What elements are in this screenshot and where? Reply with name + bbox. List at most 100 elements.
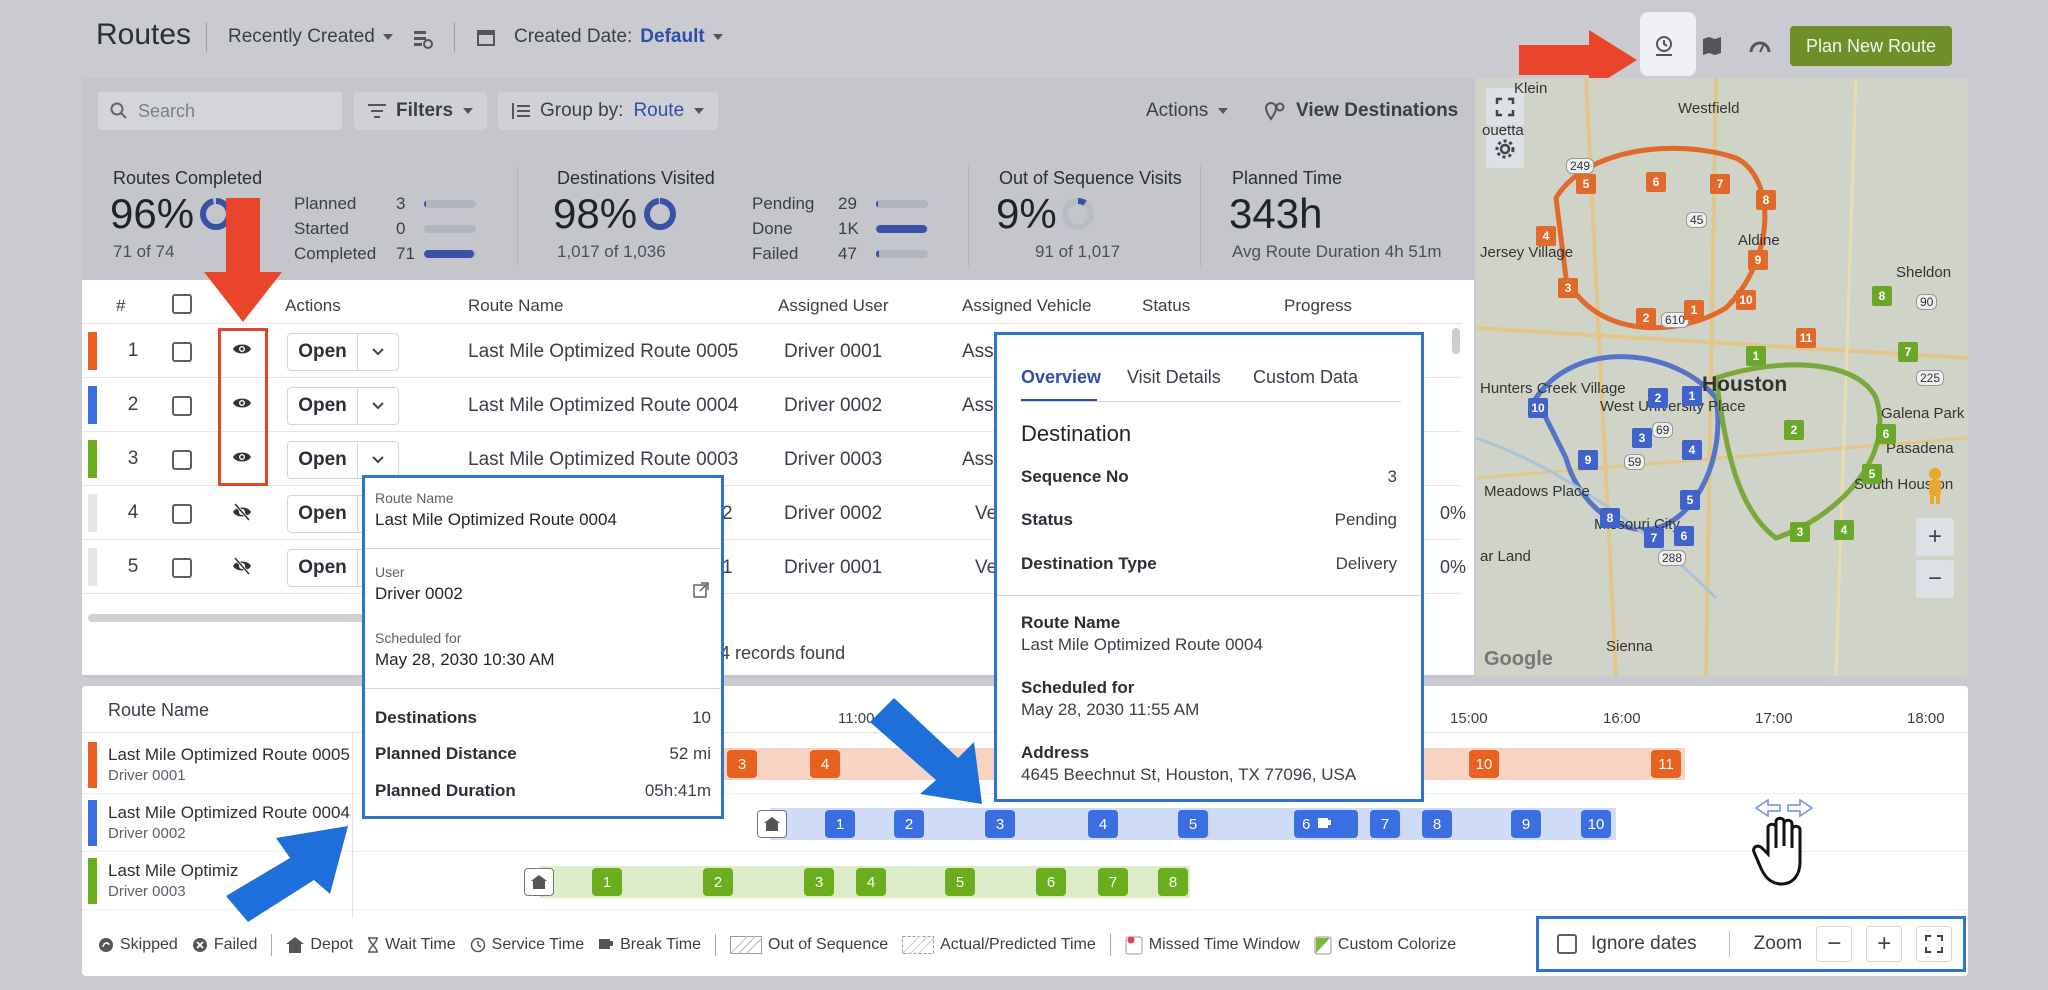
map-stop-pin[interactable]: 4 — [1536, 226, 1556, 246]
row-checkbox[interactable] — [172, 558, 192, 578]
eye-off-icon[interactable] — [232, 557, 252, 575]
map-stop-pin[interactable]: 4 — [1834, 520, 1854, 540]
map-stop-pin[interactable]: 5 — [1680, 490, 1700, 510]
row-checkbox[interactable] — [172, 450, 192, 470]
open-button[interactable]: Open — [288, 388, 358, 424]
map-stop-pin[interactable]: 7 — [1644, 528, 1664, 548]
sort-dropdown[interactable]: Recently Created — [228, 26, 393, 48]
date-filter-dropdown[interactable]: Created Date: Default — [476, 26, 723, 48]
stop-marker[interactable]: 5 — [945, 868, 975, 896]
open-menu-chevron[interactable] — [358, 442, 398, 478]
open-button[interactable]: Open — [288, 550, 358, 586]
stop-marker[interactable]: 1 — [825, 810, 855, 838]
map-stop-pin[interactable]: 2 — [1784, 420, 1804, 440]
map-stop-pin[interactable]: 7 — [1898, 342, 1918, 362]
eye-off-icon[interactable] — [232, 503, 252, 521]
table-horizontal-scrollbar[interactable] — [88, 614, 368, 622]
eye-icon[interactable] — [232, 449, 252, 465]
map-stop-pin[interactable]: 3 — [1558, 278, 1578, 298]
stop-marker[interactable]: 4 — [856, 868, 886, 896]
ignore-dates-checkbox[interactable] — [1557, 934, 1577, 954]
timeline-row[interactable]: Last Mile Optimiz Driver 0003 — [82, 852, 1968, 910]
map-stop-pin[interactable]: 9 — [1748, 250, 1768, 270]
zoom-in-button[interactable]: + — [1866, 926, 1903, 962]
map-stop-pin[interactable]: 1 — [1746, 346, 1766, 366]
route-name-cell[interactable]: Last Mile Optimized Route 0004 — [468, 395, 739, 416]
stop-marker[interactable]: 6 — [1036, 868, 1066, 896]
depot-marker[interactable] — [757, 810, 787, 838]
map-zoom-out-button[interactable]: − — [1916, 560, 1954, 598]
table-scrollbar[interactable] — [1452, 328, 1460, 354]
group-by-dropdown[interactable]: Group by: Route — [498, 92, 719, 130]
timeline-view-button[interactable] — [1646, 28, 1682, 64]
map-stop-pin[interactable]: 8 — [1872, 286, 1892, 306]
stop-marker[interactable]: 9 — [1511, 810, 1541, 838]
map-stop-pin[interactable]: 6 — [1646, 172, 1666, 192]
route-name-cell[interactable]: Last Mile Optimized Route 0003 — [468, 449, 739, 470]
route-name-cell[interactable]: 2 — [722, 503, 733, 524]
tab-overview[interactable]: Overview — [1021, 367, 1102, 387]
map-stop-pin[interactable]: 2 — [1636, 308, 1656, 328]
stop-marker[interactable]: 2 — [703, 868, 733, 896]
map-stop-pin[interactable]: 7 — [1710, 174, 1730, 194]
row-checkbox[interactable] — [172, 342, 192, 362]
stop-marker[interactable]: 8 — [1158, 868, 1188, 896]
map-view-button[interactable] — [1694, 28, 1730, 64]
map-settings-button[interactable] — [1486, 130, 1524, 168]
map-stop-pin[interactable]: 10 — [1528, 398, 1548, 418]
table-row[interactable]: 3 Open Last Mile Optimized Route 0003 Drive… — [82, 432, 1462, 486]
depot-marker[interactable] — [524, 868, 554, 896]
map-stop-pin[interactable]: 5 — [1576, 174, 1596, 194]
stop-marker[interactable]: 3 — [804, 868, 834, 896]
map-zoom-in-button[interactable]: + — [1916, 518, 1954, 556]
map-stop-pin[interactable]: 5 — [1862, 464, 1882, 484]
stop-marker[interactable]: 1 — [592, 868, 622, 896]
open-button[interactable]: Open — [288, 442, 358, 478]
route-map[interactable]: Klein Westfield ouetta Aldine Jersey Village… — [1476, 78, 1968, 676]
eye-icon[interactable] — [232, 395, 252, 411]
dashboard-button[interactable] — [1742, 28, 1778, 64]
filters-button[interactable]: Filters — [354, 92, 488, 130]
search-input[interactable]: Search — [98, 92, 342, 130]
stop-marker[interactable]: 4 — [1088, 810, 1118, 838]
table-row[interactable]: 2 Open Last Mile Optimized Route 0004 Drive… — [82, 378, 1462, 432]
open-button[interactable]: Open — [288, 334, 358, 370]
tab-visit-details[interactable]: Visit Details — [1127, 367, 1221, 387]
map-stop-pin[interactable]: 6 — [1674, 526, 1694, 546]
zoom-out-button[interactable]: − — [1816, 926, 1853, 962]
fullscreen-button[interactable] — [1486, 88, 1524, 126]
stop-marker[interactable]: 10 — [1469, 750, 1499, 778]
view-destinations-button[interactable]: View Destinations — [1250, 92, 1472, 130]
map-stop-pin[interactable]: 1 — [1684, 300, 1704, 320]
street-view-pegman-icon[interactable] — [1920, 466, 1950, 506]
open-menu-chevron[interactable] — [358, 334, 398, 370]
stop-marker[interactable]: 7 — [1098, 868, 1128, 896]
map-stop-pin[interactable]: 2 — [1648, 388, 1668, 408]
map-stop-pin[interactable]: 10 — [1736, 290, 1756, 310]
open-button[interactable]: Open — [288, 496, 358, 532]
stop-marker[interactable]: 7 — [1370, 810, 1400, 838]
stop-marker-with-break[interactable]: 6 — [1294, 810, 1358, 838]
table-row[interactable]: 5 Open 1 Driver 0001 Ve 0% — [82, 540, 1466, 594]
map-stop-pin[interactable]: 3 — [1790, 522, 1810, 542]
timeline-row[interactable]: Last Mile Optimized Route 0004 Driver 000… — [82, 794, 1968, 852]
row-checkbox[interactable] — [172, 504, 192, 524]
map-stop-pin[interactable]: 8 — [1756, 190, 1776, 210]
eye-icon[interactable] — [232, 341, 252, 357]
timeline-fullscreen-button[interactable] — [1916, 926, 1953, 962]
route-name-cell[interactable]: Last Mile Optimized Route 0005 — [468, 341, 739, 362]
stop-marker[interactable]: 3 — [985, 810, 1015, 838]
stop-marker[interactable]: 10 — [1581, 810, 1611, 838]
table-row[interactable]: 1 Open Last Mile Optimized Route 0005 Drive… — [82, 324, 1462, 378]
route-name-cell[interactable]: 1 — [722, 557, 733, 578]
tab-custom-data[interactable]: Custom Data — [1253, 367, 1359, 387]
map-stop-pin[interactable]: 6 — [1876, 424, 1896, 444]
map-stop-pin[interactable]: 11 — [1796, 328, 1816, 348]
stop-marker[interactable]: 8 — [1422, 810, 1452, 838]
stop-marker[interactable]: 3 — [727, 750, 757, 778]
open-external-icon[interactable] — [693, 582, 709, 598]
stop-marker[interactable]: 11 — [1651, 750, 1681, 778]
select-all-checkbox[interactable] — [172, 294, 192, 314]
stop-marker[interactable]: 2 — [894, 810, 924, 838]
open-menu-chevron[interactable] — [358, 388, 398, 424]
